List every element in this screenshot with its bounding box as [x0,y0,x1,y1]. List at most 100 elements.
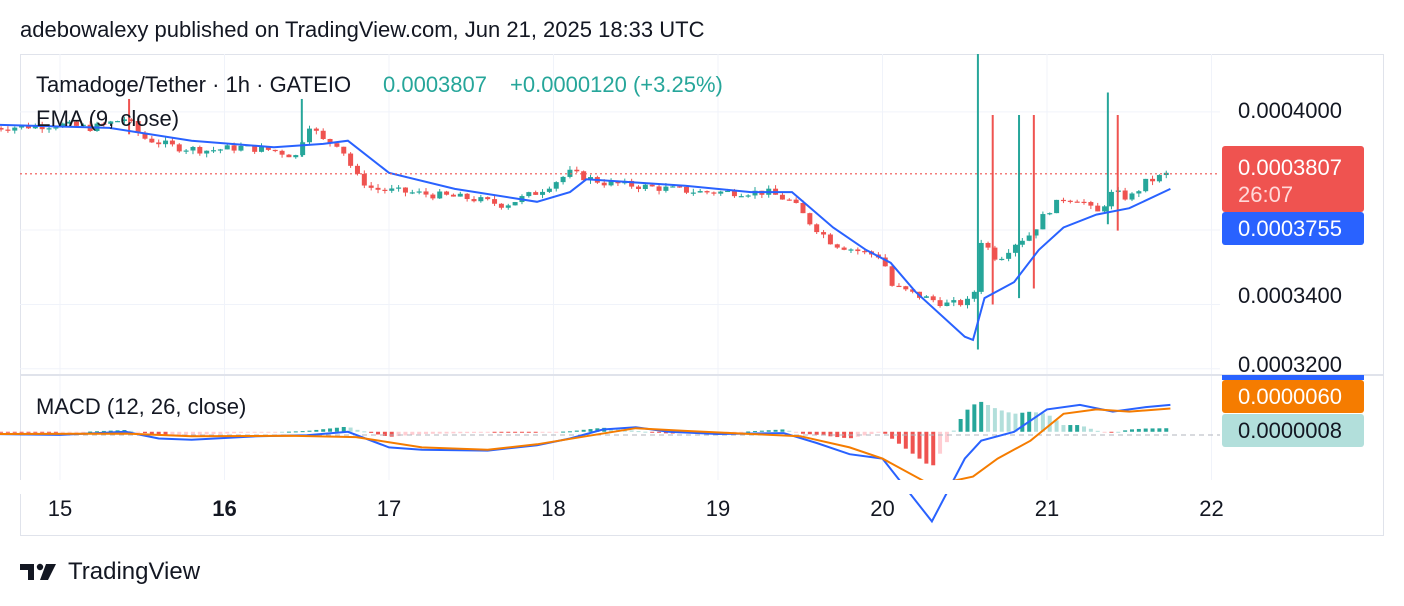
macd-histogram-bar [280,431,285,433]
macd-histogram-bar [855,431,860,437]
ema-legend[interactable]: EMA (9, close) [36,106,179,131]
macd-histogram-bar [835,431,840,438]
macd-histogram-bar [1102,431,1107,433]
candle [430,193,436,201]
macd-histogram-bar [636,431,641,433]
macd-histogram-bar [910,431,915,454]
candle [382,187,388,194]
candle [67,119,73,125]
macd-histogram-bar [417,431,422,435]
candle [992,245,998,262]
candle [320,128,326,141]
candle [437,188,443,199]
candle [1136,189,1142,198]
candle [169,138,175,147]
macd-histogram-bar [499,431,504,433]
time-tick: 17 [377,496,401,521]
candle [690,188,696,196]
macd-histogram-bar [218,431,223,434]
macd-histogram-bar [1075,425,1080,432]
macd-histogram-bar [1136,428,1141,432]
candle [1006,249,1012,262]
candle [293,154,299,159]
macd-histogram-bar [1109,431,1114,433]
macd-histogram-bar [513,431,518,433]
macd-histogram-bar [458,431,463,434]
macd-histogram-bar [1088,428,1093,432]
macd-legend[interactable]: MACD (12, 26, close) [36,394,246,419]
macd-histogram-bar [396,431,401,437]
macd-histogram-bar [753,431,758,433]
macd-histogram-bar [1129,429,1134,432]
macd-histogram-bar [650,431,655,433]
macd-histogram-bar [1068,425,1073,432]
candle [1095,202,1101,212]
macd-line-label-edge [1222,375,1364,380]
candle [930,294,936,303]
price-axis[interactable]: 0.0004000 0.0003400 0.0003200 [1238,98,1342,377]
macd-histogram-bar [992,408,997,432]
candle [944,299,950,307]
time-tick: 20 [870,496,894,521]
candle [896,283,902,288]
candle [807,212,813,226]
candle [704,190,710,195]
macd-histogram-bar [862,431,867,436]
candle [505,203,511,210]
macd-histogram-bar [81,431,86,433]
symbol-title[interactable]: Tamadoge/Tether · 1h · GATEIO [36,72,351,97]
macd-histogram-bar [88,431,93,433]
candle [862,249,868,255]
macd-histogram-bar [1164,428,1169,432]
candle [567,166,573,179]
macd-histogram-bar [369,431,374,433]
macd-histogram-bar [1020,412,1025,432]
macd-histogram-bar [842,431,847,438]
macd-histogram-bar [156,431,161,436]
ema-value: 0.0003755 [1238,216,1342,241]
macd-histogram-bar [5,431,10,433]
candle [841,246,847,251]
macd-histogram-bar [245,431,250,433]
current-price-value: 0.0003807 [1238,155,1342,180]
macd-histogram-bar [184,431,189,436]
tradingview-logo-icon [20,563,56,580]
macd-histogram-bar [67,431,72,433]
time-axis[interactable]: 15 16 17 18 19 20 21 22 [48,496,1224,521]
candle [115,120,121,123]
macd-histogram-bar [53,431,58,433]
candle [903,285,909,292]
macd-histogram-bar [876,431,881,433]
macd-histogram-bar [780,429,785,432]
candle [1019,237,1025,248]
candle [306,125,312,145]
candle [211,146,217,153]
candle [711,191,717,196]
time-tick: 16 [212,496,236,521]
footer-brand: TradingView [68,558,201,585]
macd-histogram-bar [883,431,888,434]
macd-histogram-bar [958,418,963,432]
candle [334,142,340,148]
candle [581,170,587,181]
macd-histogram-bar [896,431,901,444]
candle [635,185,641,193]
current-price-label: 0.0003807 26:07 [1222,146,1364,212]
candle [272,149,278,153]
macd-histogram-bar [1040,413,1045,432]
candle [697,188,703,193]
macd-histogram-bar [424,431,429,434]
candle [313,127,319,135]
macd-histogram-bar [951,430,956,432]
candle [259,143,265,153]
macd-histogram-bar [773,429,778,432]
macd-histogram-bar [814,431,819,435]
candle [1012,243,1018,257]
candle [629,178,635,189]
macd-histogram-bar [567,431,572,433]
macd-histogram-bar [328,428,333,432]
candle [190,145,196,155]
macd-histogram-bar [574,430,579,432]
macd-histogram-bar [999,410,1004,432]
